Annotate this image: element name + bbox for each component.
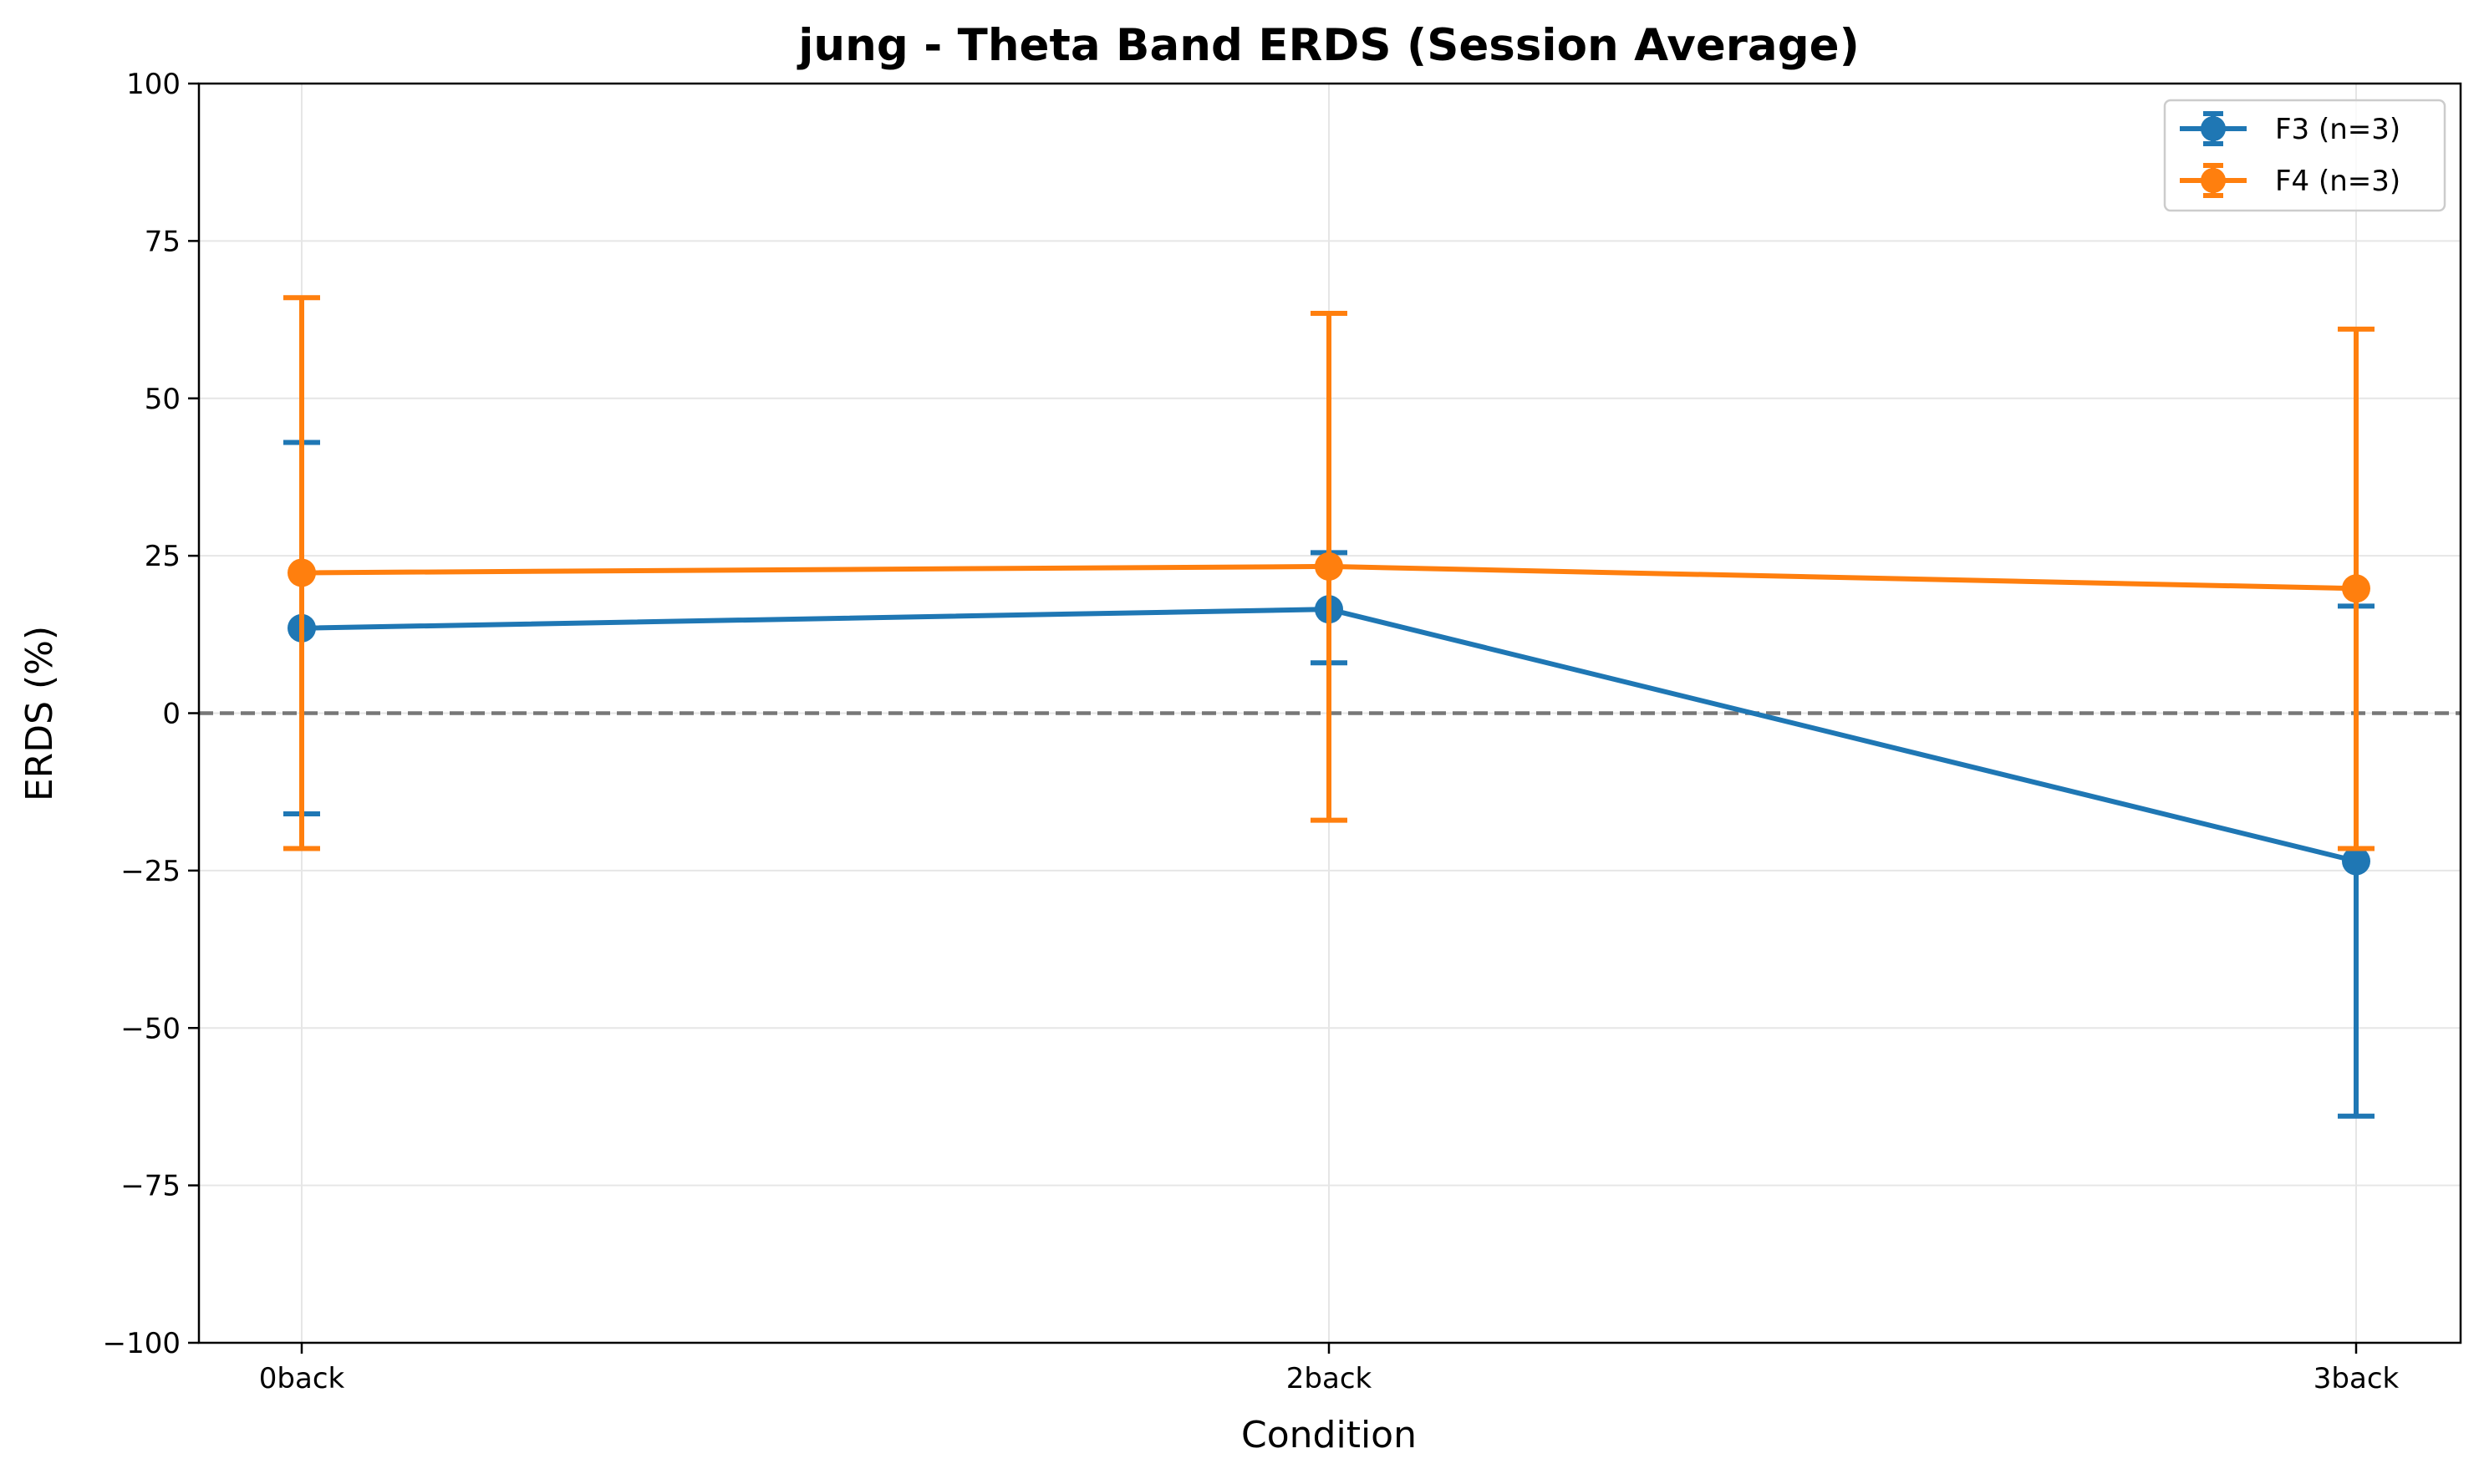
data-point xyxy=(1315,551,1343,581)
legend-marker xyxy=(2201,168,2226,193)
x-tick-label: 3back xyxy=(2313,1362,2400,1395)
y-tick-label: −50 xyxy=(120,1012,181,1045)
series-layer xyxy=(283,295,2375,1119)
y-tick-label: 0 xyxy=(162,698,181,731)
y-tick-label: 25 xyxy=(145,540,181,573)
data-point xyxy=(2342,846,2370,876)
y-tick-label: 75 xyxy=(145,225,181,258)
y-tick-label: −75 xyxy=(120,1170,181,1203)
y-tick-label: −100 xyxy=(103,1327,181,1360)
legend-label: F4 (n=3) xyxy=(2275,165,2400,198)
x-tick-label: 0back xyxy=(259,1362,345,1395)
legend: F3 (n=3) F4 (n=3) xyxy=(2163,99,2446,212)
legend-label: F3 (n=3) xyxy=(2275,113,2400,146)
data-point xyxy=(2342,574,2370,603)
legend-marker xyxy=(2201,116,2226,141)
y-tick-label: 50 xyxy=(145,383,181,416)
y-tick-label: 100 xyxy=(126,68,181,101)
legend-entry: F3 (n=3) xyxy=(2180,111,2400,146)
x-tick-label: 2back xyxy=(1286,1362,1372,1395)
chart-title: jung - Theta Band ERDS (Session Average) xyxy=(797,20,1860,71)
y-tick-label: −25 xyxy=(120,855,181,888)
series-2 xyxy=(283,295,2375,851)
x-axis-label: Condition xyxy=(1241,1414,1417,1456)
y-axis-label: ERDS (%) xyxy=(18,626,61,801)
axis-layer: 100 75 50 25 0 −25 −50 −75 −100 0back 2back 3back xyxy=(103,68,2400,1395)
data-point xyxy=(288,558,316,587)
legend-entry: F4 (n=3) xyxy=(2180,163,2400,198)
